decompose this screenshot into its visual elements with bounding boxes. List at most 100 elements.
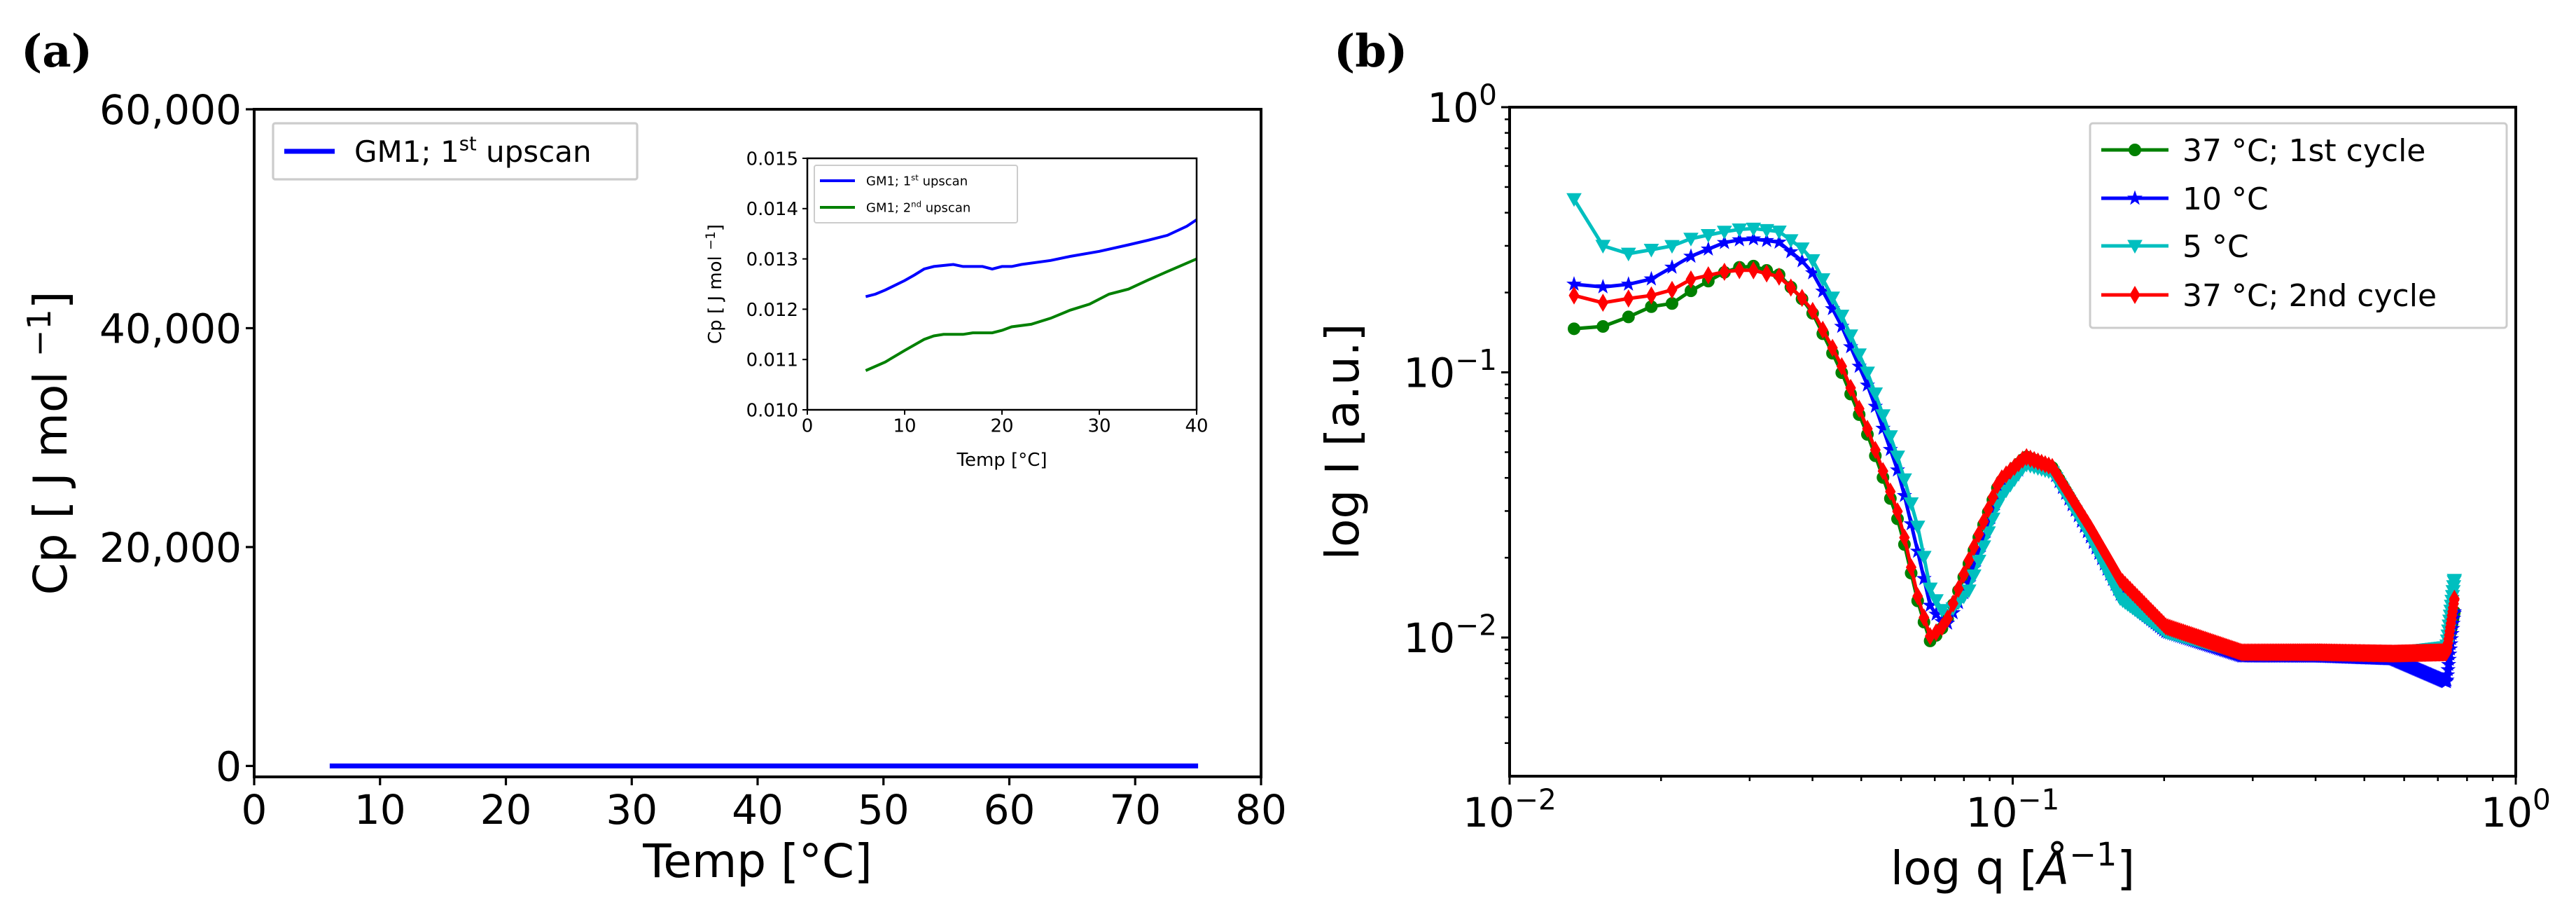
- y-tick-label: 0.014: [746, 199, 798, 220]
- data-point: [1797, 289, 1808, 308]
- data-point: [1843, 329, 1858, 343]
- legend-label-text: upscan: [921, 200, 970, 215]
- legend-label: 37 °C; 1st cycle: [2182, 133, 2425, 169]
- legend-item-3: 37 °C; 2nd cycle: [2101, 278, 2437, 314]
- data-point: [1976, 540, 1991, 554]
- legend-label: GM1; 2nd upscan: [866, 199, 970, 215]
- y-tick-label: 0: [216, 743, 242, 790]
- data-point: [1919, 608, 1930, 627]
- y-tick-label: 0.015: [746, 149, 798, 170]
- tick-base: 10: [1463, 789, 1515, 836]
- x-tick-label: 10−2: [1463, 783, 1557, 836]
- data-point: [1794, 242, 1810, 256]
- data-point: [1771, 226, 1787, 240]
- data-point: [1719, 263, 1730, 282]
- y-tick-label: 0.011: [746, 350, 798, 371]
- y-axis-label: log I [a.u.]: [1316, 324, 1370, 560]
- x-axis-label-unit: Å: [2035, 841, 2069, 895]
- legend-label: 10 °C: [2182, 181, 2269, 217]
- data-point: [1817, 320, 1828, 339]
- tick-exponent: −2: [1515, 783, 1557, 817]
- x-tick-label: 40: [732, 786, 784, 834]
- tick-base: 10: [1966, 789, 2018, 836]
- data-point: [1746, 230, 1762, 246]
- y-axis-label-close: ]: [24, 291, 78, 310]
- data-point: [2439, 672, 2455, 687]
- x-tick-label: 80: [1235, 786, 1287, 834]
- data-point: [1683, 248, 1699, 263]
- data-point: [1916, 551, 1932, 565]
- y-axis-label: Cp [ J mol −1]: [704, 224, 726, 344]
- y-axis-label: Cp [ J mol −1]: [20, 291, 78, 595]
- data-point: [1966, 569, 1982, 584]
- y-axis-label-main: Cp [ J mol: [705, 250, 726, 344]
- y-tick-label: 40,000: [99, 305, 242, 352]
- data-point: [1566, 193, 1582, 207]
- data-point: [1783, 234, 1799, 248]
- tick-exponent: −2: [1455, 609, 1497, 642]
- data-point: [1936, 618, 1947, 637]
- series-3: [1568, 261, 2460, 663]
- data-point: [1968, 537, 1979, 556]
- x-tick-label: 70: [1109, 786, 1161, 834]
- legend-label: 37 °C; 2nd cycle: [2182, 278, 2437, 314]
- data-point: [1595, 279, 1611, 294]
- tick-exponent: −1: [1455, 343, 1497, 377]
- data-point: [1597, 294, 1608, 312]
- legend-label-superscript: st: [911, 172, 919, 182]
- data-point: [1700, 228, 1716, 243]
- data-point: [1771, 234, 1787, 249]
- data-point: [1568, 286, 1580, 305]
- tick-base: 10: [1427, 84, 1479, 132]
- data-point: [1953, 579, 1964, 598]
- series-line-0: [865, 218, 1197, 298]
- tick-base: 10: [2481, 789, 2533, 836]
- data-point: [1703, 266, 1714, 285]
- x-tick-label: 0: [242, 786, 267, 834]
- data-point: [1732, 231, 1748, 247]
- x-tick-label: 40: [1185, 416, 1208, 437]
- data-point: [1643, 244, 1659, 258]
- y-tick-label: 10−1: [1403, 343, 1497, 397]
- data-point: [1942, 609, 1954, 628]
- legend-item-1: GM1; 2nd upscan: [820, 199, 970, 215]
- data-point: [1836, 357, 1847, 375]
- tick-exponent: 0: [1479, 78, 1497, 112]
- data-point: [1643, 270, 1659, 286]
- y-axis-label-exponent: −1: [20, 309, 58, 357]
- legend-item-2: 5 °C: [2101, 229, 2249, 265]
- data-point: [1885, 482, 1896, 501]
- data-point: [1759, 232, 1775, 247]
- data-point: [1732, 223, 1748, 237]
- data-point: [1983, 499, 1994, 518]
- data-point: [1761, 264, 1772, 283]
- data-point: [1620, 276, 1636, 291]
- data-point: [1909, 520, 1926, 535]
- data-point: [1851, 348, 1867, 362]
- data-point: [2449, 589, 2460, 608]
- data-point: [1912, 587, 1923, 606]
- legend-label-superscript: nd: [911, 199, 921, 209]
- legend-label-text: GM1; 1: [354, 135, 459, 169]
- y-axis-label-close: ]: [705, 224, 726, 231]
- data-point: [2439, 666, 2456, 682]
- series-line-1: [865, 257, 1197, 372]
- legend-box: [814, 165, 1018, 223]
- panel-label-b: (b): [1334, 25, 1407, 78]
- legend-item-1: 10 °C: [2101, 181, 2269, 217]
- data-point: [1845, 378, 1856, 397]
- data-point: [1807, 301, 1818, 320]
- y-tick-label: 0.010: [746, 400, 798, 421]
- data-point: [1961, 584, 1977, 598]
- data-point: [1664, 258, 1680, 274]
- x-tick-label: 0: [802, 416, 814, 437]
- x-tick-label: 10: [893, 416, 916, 437]
- y-tick-label: 0.013: [746, 249, 798, 270]
- y-axis-label-main: Cp [ J mol: [24, 357, 78, 595]
- x-tick-label: 30: [606, 786, 657, 834]
- panel-label-a: (a): [21, 25, 92, 78]
- data-point: [1867, 387, 1884, 401]
- data-point: [1882, 430, 1898, 444]
- y-tick-label: 20,000: [99, 524, 242, 572]
- legend-label: GM1; 1st upscan: [866, 172, 968, 188]
